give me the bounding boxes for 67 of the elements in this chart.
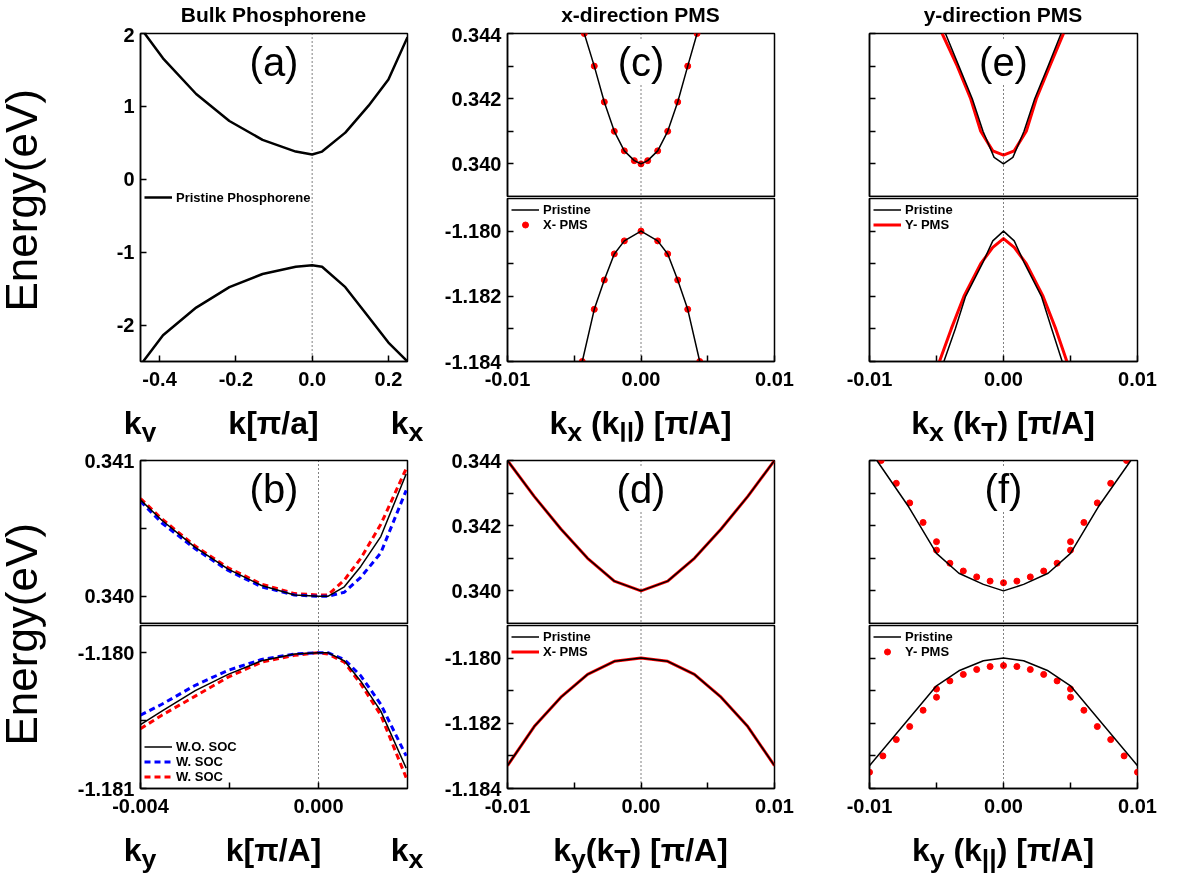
x-axis-title: k[π/a] [228, 405, 319, 441]
annotation: (d) [616, 466, 666, 511]
legend-label: Pristine Phosphorene [176, 189, 311, 205]
y-tick-label: 0.342 [451, 514, 502, 537]
y-tick-label: -1.180 [77, 641, 135, 664]
y-tick-label: 0.344 [451, 449, 503, 472]
annotation: (c) [617, 39, 665, 84]
annotation: (f) [984, 466, 1023, 511]
legend-label: Pristine [905, 202, 953, 217]
y-tick-label: -1.182 [444, 285, 502, 308]
x-tick-label: -0.01 [846, 367, 893, 390]
x-tick-label: 0.000 [293, 794, 344, 817]
y-tick-label: 1 [123, 95, 135, 118]
y-tick-label: 0.341 [84, 449, 135, 472]
x-tick-label: 0.0 [298, 367, 327, 390]
y-tick-label: -1.184 [444, 350, 503, 373]
legend-label: Y- PMS [905, 644, 950, 659]
legend-label: W. SOC [176, 769, 223, 784]
y-tick-label: -1.184 [444, 777, 503, 800]
y-tick-label: 0.340 [84, 585, 135, 608]
y-tick-label: 0.344 [451, 23, 503, 46]
x-tick-label: 0.00 [984, 794, 1023, 817]
x-tick-label: -0.2 [218, 367, 254, 390]
x-axis-title: k$_{x}$ (k$_{T}$) [π/A] [910, 404, 1096, 450]
x-tick-label: 0.01 [1118, 794, 1157, 817]
x-tick-label: 0.00 [621, 794, 661, 817]
x-tick-label: -0.01 [846, 794, 893, 817]
y-tick-label: -1.180 [444, 647, 502, 670]
x-tick-label: 0.01 [755, 794, 794, 817]
y-tick-label: 2 [123, 23, 135, 46]
legend-label: W. SOC [176, 754, 223, 769]
x-tick-label: -0.4 [142, 367, 178, 390]
annotation: (b) [249, 466, 299, 511]
y-tick-label: 0 [123, 168, 135, 191]
y-tick-label: -1.181 [77, 777, 135, 800]
chart-title: x-direction PMS [560, 2, 721, 28]
legend-label: Pristine [905, 629, 953, 644]
y-tick-label: -1.182 [444, 712, 502, 735]
x-tick-label: 0.01 [755, 367, 794, 390]
y-tick-label: 0.340 [451, 579, 502, 602]
x-tick-label: 0.01 [1118, 367, 1157, 390]
y-axis-title: Energy(eV) [0, 89, 48, 312]
y-tick-label: 0.342 [451, 87, 502, 110]
legend-label: W.O. SOC [176, 739, 237, 754]
x-tick-label: 0.2 [374, 367, 403, 390]
x-tick-label: 0.00 [621, 367, 661, 390]
annotation: (e) [979, 39, 1028, 84]
y-tick-label: 0.340 [451, 152, 502, 175]
legend-label: Pristine [543, 202, 591, 217]
legend-label: Pristine [543, 629, 591, 644]
legend-label: X- PMS [543, 644, 588, 659]
legend-label: X- PMS [543, 217, 588, 232]
text: k$_{x}$ [389, 831, 425, 877]
y-tick-label: -2 [116, 314, 135, 337]
chart-title: Bulk Phosphorene [179, 2, 368, 28]
x-axis-title: k[π/A] [225, 832, 322, 868]
chart-title: y-direction PMS [922, 2, 1084, 28]
text: k$_{y}$ [122, 831, 158, 877]
x-axis-title: k$_{y}$ (k$_{||}$) [π/A] [910, 831, 1096, 877]
annotation: (a) [249, 39, 299, 84]
text: k$_{x}$ [389, 404, 425, 450]
legend-label: Y- PMS [905, 217, 950, 232]
x-axis-title: k$_{y}$(k$_{T}$) [π/A] [552, 831, 729, 877]
y-tick-label: -1 [116, 241, 135, 264]
y-tick-label: -1.180 [444, 220, 502, 243]
y-axis-title: Energy(eV) [0, 523, 48, 746]
x-tick-label: 0.00 [984, 367, 1023, 390]
